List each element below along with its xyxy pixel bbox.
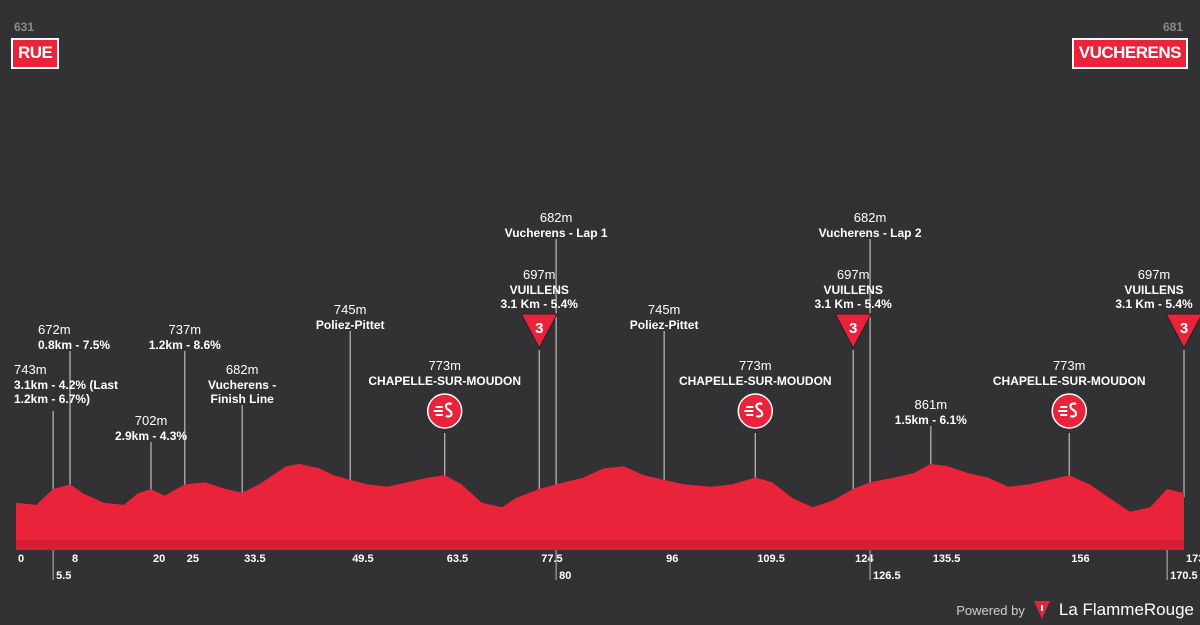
annotation-altitude: 737m	[169, 322, 202, 337]
profile-area	[16, 463, 1184, 550]
km-tick-label: 25	[187, 553, 199, 565]
annotation-label: 0.8km - 7.5%	[38, 338, 110, 352]
start-town-badge: RUE	[11, 38, 60, 69]
km-tick-label: 49.5	[352, 553, 373, 565]
annotation-label: 1.2km - 6.7%)	[14, 392, 90, 406]
annotation-altitude: 697m	[1138, 267, 1171, 282]
annotation-altitude: 702m	[135, 413, 168, 428]
annotation-label: Vucherens - Lap 1	[505, 226, 608, 240]
annotation-altitude: 745m	[334, 302, 367, 317]
annotation-altitude: 745m	[648, 302, 681, 317]
annotation-altitude: 682m	[854, 210, 887, 225]
km-tick-label-lower: 5.5	[56, 570, 71, 582]
kom-category-label: 3	[535, 320, 543, 337]
brand-text: La FlammeRouge	[1058, 600, 1194, 619]
annotation-label: VUILLENS	[824, 283, 883, 297]
annotation-label: CHAPELLE-SUR-MOUDON	[368, 374, 521, 388]
start-altitude: 631	[14, 20, 35, 34]
km-tick-label: 124	[855, 553, 874, 565]
annotation-altitude: 672m	[38, 322, 71, 337]
kom-category-icon: 3	[1165, 313, 1200, 350]
km-tick-label-lower: 80	[559, 570, 571, 582]
finish-town-badge: VUCHERENS	[1071, 38, 1188, 69]
annotation-label: Vucherens -	[208, 378, 276, 392]
km-tick-label: 109.5	[757, 553, 785, 565]
annotation-label: CHAPELLE-SUR-MOUDON	[679, 374, 832, 388]
flamme-rouge-logo-icon	[1033, 601, 1050, 619]
annotation-altitude: 682m	[226, 362, 259, 377]
sprint-icon	[1051, 393, 1087, 429]
kom-category-icon: 3	[520, 313, 559, 350]
km-tick-label: 20	[153, 553, 165, 565]
annotation-altitude: 773m	[739, 358, 772, 373]
annotation-altitude: 773m	[1053, 358, 1086, 373]
annotation-label: Vucherens - Lap 2	[819, 226, 922, 240]
km-tick-label-lower: 126.5	[873, 570, 901, 582]
annotation-label: 3.1 Km - 5.4%	[1115, 297, 1193, 311]
profile-base-band	[16, 540, 1184, 550]
annotation-label: 1.2km - 8.6%	[149, 338, 221, 352]
km-tick-label: 135.5	[933, 553, 961, 565]
annotation-altitude: 697m	[837, 267, 870, 282]
sprint-icon	[737, 393, 774, 429]
km-ticks: 0 8 20 25 33.5 49.5 63.5 77.5 96 109.5 124 135.5 156…	[18, 550, 1200, 582]
annotation-label: Poliez-Pittet	[316, 318, 385, 332]
km-tick-label: 96	[666, 553, 678, 565]
annotation-label: Finish Line	[211, 392, 275, 406]
annotation-altitude: 682m	[540, 210, 573, 225]
kom-category-label: 3	[1180, 320, 1188, 337]
footer-branding: Powered by La FlammeRouge	[956, 600, 1194, 620]
annotation-label: VUILLENS	[1124, 283, 1183, 297]
km-tick-label: 63.5	[447, 553, 468, 565]
km-tick-label: 8	[72, 553, 78, 565]
annotation-label: Poliez-Pittet	[630, 318, 699, 332]
annotation-altitude: 697m	[523, 267, 556, 282]
annotation-label: CHAPELLE-SUR-MOUDON	[993, 374, 1146, 388]
km-tick-label: 173	[1186, 553, 1200, 565]
annotation-label: 3.1 Km - 5.4%	[501, 297, 579, 311]
sprint-icon	[426, 393, 463, 429]
km-tick-label: 77.5	[541, 553, 562, 565]
annotation-altitude: 743m	[14, 362, 47, 377]
annotation-label: 3.1 Km - 5.4%	[814, 297, 892, 311]
annotation-label: 1.5km - 6.1%	[895, 413, 967, 427]
km-tick-label-lower: 170.5	[1170, 570, 1198, 582]
profile-area-group	[16, 463, 1184, 550]
km-tick-label: 156	[1071, 553, 1089, 565]
kom-category-label: 3	[849, 320, 857, 337]
finish-altitude: 681	[1162, 20, 1183, 34]
kom-category-icon: 3	[834, 313, 873, 350]
annotation-altitude: 773m	[428, 358, 461, 373]
annotation-label: VUILLENS	[510, 283, 569, 297]
annotation-label: 3.1km - 4.2% (Last	[14, 378, 118, 392]
annotation-label: 2.9km - 4.3%	[115, 429, 187, 443]
km-tick-label: 33.5	[244, 553, 265, 565]
annotation-lines	[52, 239, 1185, 498]
annotation-altitude: 861m	[915, 397, 948, 412]
km-tick-label: 0	[18, 553, 24, 565]
powered-by-text: Powered by	[956, 602, 1025, 618]
